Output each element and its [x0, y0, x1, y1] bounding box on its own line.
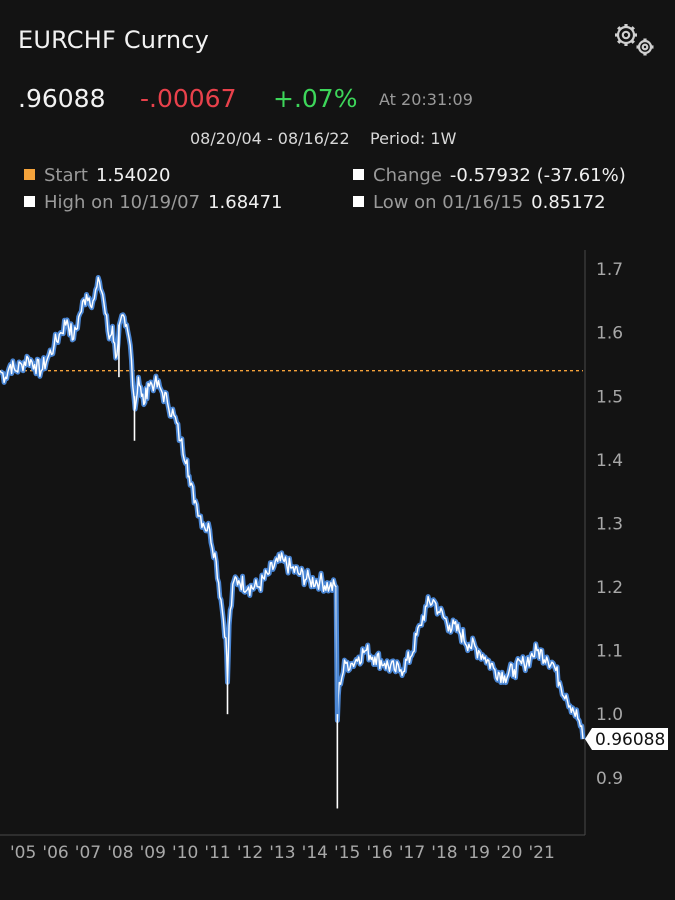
x-tick-label: '19: [464, 843, 490, 863]
y-tick-label: 0.9: [596, 769, 623, 789]
date-range: 08/20/04 - 08/16/22: [190, 129, 350, 148]
y-tick-label: 1.6: [596, 324, 623, 344]
net-change: -.00067: [140, 84, 237, 113]
x-tick-label: '13: [269, 843, 295, 863]
y-tick-label: 1.7: [596, 260, 623, 280]
x-tick-label: '20: [496, 843, 522, 863]
stat-high-label: High on 10/19/07: [44, 192, 201, 213]
x-tick-label: '12: [237, 843, 263, 863]
x-tick-label: '06: [42, 843, 68, 863]
white-square-icon: [353, 196, 364, 207]
x-tick-label: '17: [399, 843, 425, 863]
stat-high: High on 10/19/07 1.68471: [24, 192, 283, 213]
x-tick-label: '05: [10, 843, 36, 863]
x-tick-label: '10: [172, 843, 198, 863]
y-tick-label: 1.1: [596, 642, 623, 662]
gears-icon[interactable]: [612, 20, 658, 60]
y-tick-label: 1.0: [596, 705, 623, 725]
x-tick-label: '21: [529, 843, 555, 863]
period: Period: 1W: [370, 129, 457, 148]
stat-change: Change -0.57932 (-37.61%): [353, 165, 626, 186]
x-tick-label: '11: [204, 843, 230, 863]
x-tick-label: '15: [334, 843, 360, 863]
last-price: .96088: [18, 84, 106, 113]
x-tick-label: '18: [431, 843, 457, 863]
orange-square-icon: [24, 169, 35, 180]
y-tick-label: 1.3: [596, 514, 623, 534]
stat-low: Low on 01/16/15 0.85172: [353, 192, 606, 213]
stat-change-value: -0.57932 (-37.61%): [449, 165, 626, 186]
stat-start-value: 1.54020: [95, 165, 171, 186]
white-square-icon: [353, 169, 364, 180]
y-tick-label: 1.4: [596, 451, 623, 471]
stat-low-value: 0.85172: [531, 192, 606, 213]
price-chart[interactable]: 0.9 1.0 1.1 1.2 1.3 1.4 1.5 1.6 1.7 '05 '06 '07 '08 '…: [0, 240, 675, 870]
stat-change-label: Change: [373, 165, 442, 186]
x-tick-label: '09: [140, 843, 166, 863]
last-value-callout: [585, 728, 668, 751]
y-tick-label: 1.2: [596, 578, 623, 598]
x-tick-label: '07: [75, 843, 101, 863]
y-tick-label: 1.5: [596, 387, 623, 407]
stat-high-value: 1.68471: [208, 192, 283, 213]
series-line: [0, 276, 584, 740]
stat-start-label: Start: [44, 165, 88, 186]
stat-start: Start 1.54020: [24, 165, 170, 186]
x-tick-label: '16: [366, 843, 392, 863]
date-range-period[interactable]: 08/20/04 - 08/16/22 Period: 1W: [190, 129, 456, 148]
stat-low-label: Low on 01/16/15: [373, 192, 524, 213]
white-square-icon: [24, 196, 35, 207]
last-update-time: At 20:31:09: [379, 90, 473, 109]
last-value-label: 0.96088: [595, 730, 665, 750]
x-tick-label: '14: [302, 843, 328, 863]
x-tick-label: '08: [107, 843, 133, 863]
page-title: EURCHF Curncy: [18, 26, 210, 54]
percent-change: +.07%: [273, 84, 358, 113]
